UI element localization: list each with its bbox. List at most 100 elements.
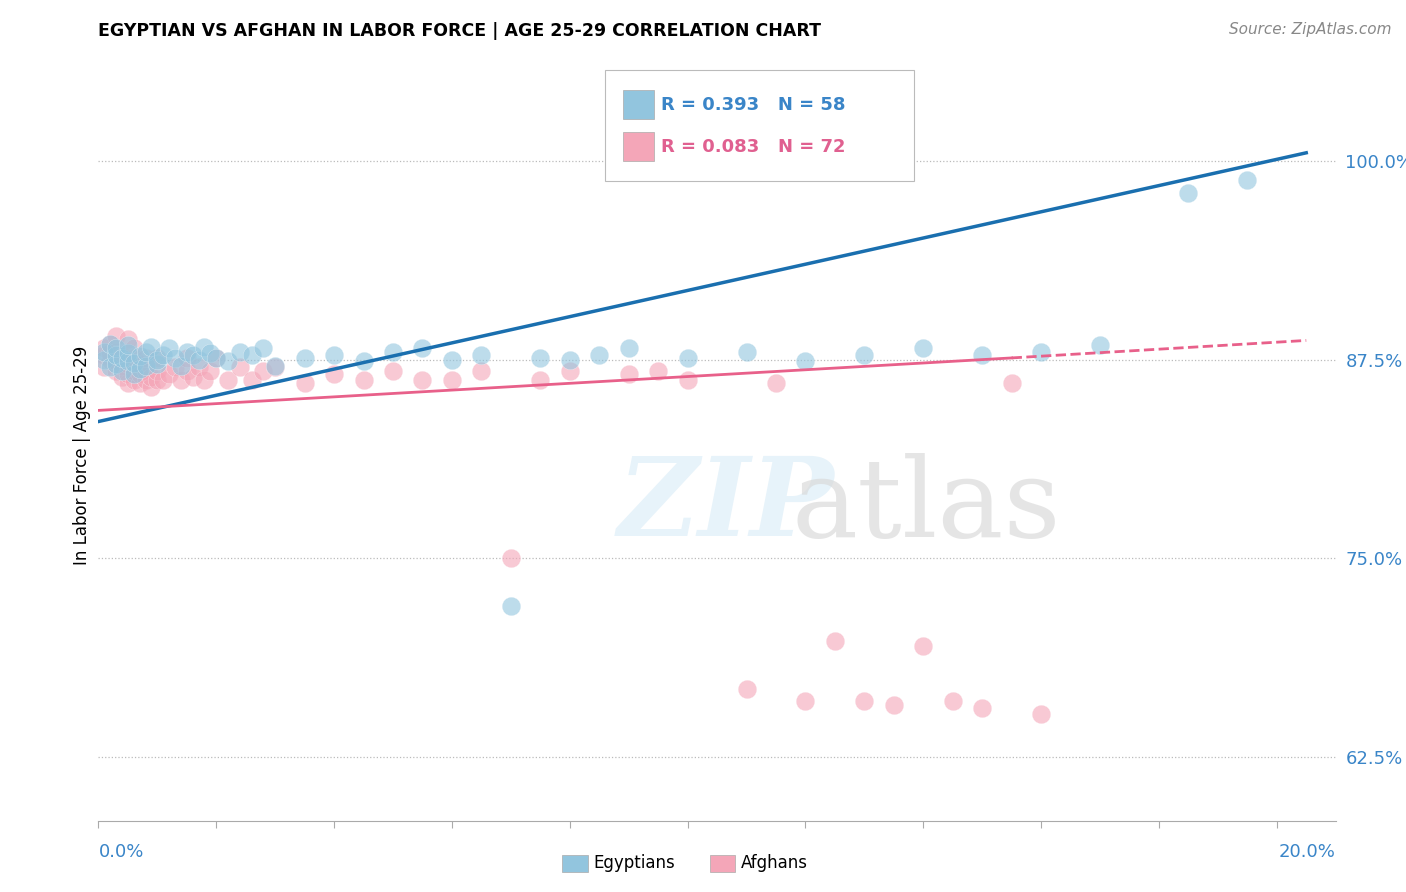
- Point: [105, 342, 128, 356]
- Point: [735, 681, 758, 696]
- Point: [735, 344, 758, 359]
- Point: [170, 373, 193, 387]
- Point: [558, 364, 581, 378]
- Point: [135, 351, 157, 365]
- Point: [98, 336, 121, 351]
- Point: [765, 376, 787, 391]
- Point: [157, 367, 180, 381]
- Point: [122, 356, 145, 370]
- Point: [252, 342, 274, 356]
- Point: [122, 342, 145, 356]
- Point: [264, 360, 287, 375]
- Point: [353, 354, 375, 368]
- Point: [111, 364, 134, 378]
- Point: [105, 357, 128, 371]
- Point: [117, 354, 139, 368]
- Point: [217, 354, 239, 368]
- Text: 20.0%: 20.0%: [1279, 843, 1336, 861]
- Point: [470, 348, 492, 362]
- Point: [1029, 344, 1052, 359]
- Point: [141, 370, 163, 384]
- Point: [294, 376, 316, 391]
- Point: [217, 373, 239, 387]
- Point: [135, 373, 157, 387]
- Point: [135, 364, 157, 378]
- Point: [972, 348, 994, 362]
- Text: Egyptians: Egyptians: [593, 855, 675, 872]
- Point: [912, 639, 935, 653]
- Point: [558, 352, 581, 367]
- Point: [411, 373, 433, 387]
- Point: [529, 373, 551, 387]
- Point: [117, 376, 139, 391]
- Point: [152, 348, 174, 362]
- Point: [93, 352, 115, 367]
- Point: [128, 357, 150, 371]
- Point: [499, 551, 522, 566]
- Text: ZIP: ZIP: [619, 452, 835, 560]
- Point: [912, 342, 935, 356]
- Point: [252, 364, 274, 378]
- Y-axis label: In Labor Force | Age 25-29: In Labor Force | Age 25-29: [73, 345, 91, 565]
- Point: [440, 373, 463, 387]
- Point: [93, 360, 115, 375]
- Point: [128, 349, 150, 363]
- Point: [117, 338, 139, 352]
- Point: [382, 364, 405, 378]
- Point: [98, 336, 121, 351]
- Point: [105, 328, 128, 343]
- Text: atlas: atlas: [792, 452, 1062, 559]
- Point: [229, 344, 252, 359]
- Point: [181, 348, 204, 362]
- Point: [176, 344, 198, 359]
- Point: [117, 357, 139, 371]
- Point: [1001, 376, 1024, 391]
- Point: [163, 360, 186, 375]
- Point: [676, 351, 699, 365]
- Point: [111, 351, 134, 365]
- Point: [105, 354, 128, 368]
- Point: [1088, 338, 1111, 352]
- Point: [353, 373, 375, 387]
- Point: [111, 370, 134, 384]
- Point: [98, 346, 121, 360]
- Point: [205, 351, 228, 365]
- Point: [163, 351, 186, 365]
- Point: [98, 352, 121, 367]
- Point: [122, 367, 145, 381]
- Point: [972, 700, 994, 714]
- Point: [122, 351, 145, 365]
- Point: [111, 349, 134, 363]
- Point: [1177, 186, 1199, 200]
- Point: [98, 360, 121, 375]
- Point: [205, 351, 228, 365]
- Point: [93, 344, 115, 359]
- Point: [853, 694, 876, 708]
- Point: [240, 373, 263, 387]
- Point: [146, 357, 169, 371]
- Point: [146, 373, 169, 387]
- Point: [617, 342, 640, 356]
- Point: [824, 634, 846, 648]
- Point: [1236, 173, 1258, 187]
- Point: [176, 351, 198, 365]
- Point: [176, 364, 198, 378]
- Point: [122, 364, 145, 378]
- Text: Afghans: Afghans: [741, 855, 808, 872]
- Point: [382, 344, 405, 359]
- Point: [146, 352, 169, 367]
- Point: [117, 367, 139, 381]
- Text: R = 0.393   N = 58: R = 0.393 N = 58: [661, 95, 845, 113]
- Point: [264, 359, 287, 373]
- Point: [141, 379, 163, 393]
- Point: [193, 373, 215, 387]
- Point: [128, 367, 150, 381]
- Point: [146, 364, 169, 378]
- Point: [794, 694, 817, 708]
- Text: 0.0%: 0.0%: [98, 843, 143, 861]
- Point: [117, 346, 139, 360]
- Point: [499, 599, 522, 613]
- Point: [135, 344, 157, 359]
- Point: [411, 342, 433, 356]
- Point: [141, 340, 163, 354]
